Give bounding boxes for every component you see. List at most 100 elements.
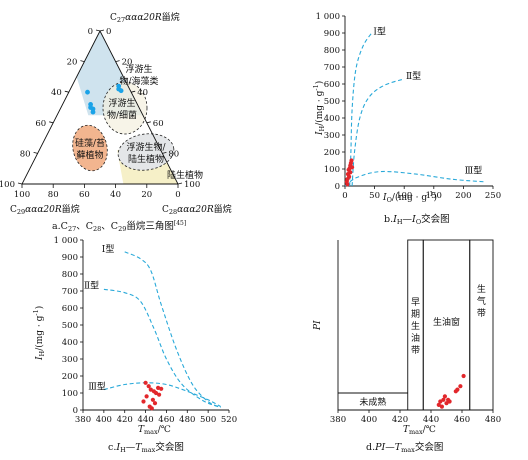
sample-point: [348, 170, 353, 175]
y-tick-label: 700: [62, 287, 78, 297]
tick-label: 60: [35, 119, 46, 129]
region-label: 陆生植物: [167, 169, 203, 181]
zone-label-oil-window: 生油窗: [433, 316, 460, 328]
curve-label-type3: Ⅲ型: [465, 165, 483, 176]
tick-mark: [131, 90, 136, 93]
region-label: 藓植物: [76, 149, 103, 161]
y-tick-label: 800: [62, 270, 78, 280]
x-tick-label: 250: [485, 191, 501, 201]
sample-point: [347, 174, 352, 179]
tick-mark: [146, 121, 151, 124]
tick-mark: [95, 29, 101, 32]
curve-label-type3: Ⅲ型: [88, 382, 106, 393]
y-tick-label: 900: [324, 29, 340, 39]
region-label: 物/细菌: [107, 109, 137, 121]
tick-mark: [33, 152, 38, 154]
sample-point: [436, 402, 441, 407]
x-tick-label: 520: [221, 415, 237, 425]
data-points: [141, 380, 164, 411]
tick-mark: [177, 182, 183, 185]
zone-label-immature: 未成熟: [359, 396, 386, 408]
zone-char: 早: [411, 297, 420, 308]
x-tick-label: 480: [485, 415, 501, 425]
x-tick-label: 380: [330, 415, 346, 425]
y-tick-label: 100: [62, 389, 78, 399]
y-tick-label: 300: [62, 355, 78, 365]
sample-point: [150, 397, 155, 402]
tick-label: 100: [14, 190, 30, 200]
x-tick-label: 380: [75, 415, 91, 425]
tick-label: 60: [79, 190, 90, 200]
tick-label: 80: [168, 149, 179, 159]
sample-point: [446, 397, 451, 402]
y-tick-label: 700: [324, 63, 340, 73]
y-tick-label: 400: [324, 114, 340, 124]
sample-point: [144, 394, 149, 399]
sample-point: [461, 373, 466, 379]
region-label: 硅藻/苔: [75, 137, 105, 149]
sample-point: [141, 399, 146, 404]
ih-tmax-panel: 380 400 420 440 460 480 500 520 0 100 200 300 400 500…: [32, 236, 237, 454]
tick-label: 40: [110, 190, 121, 200]
tick-label: 0: [106, 27, 111, 37]
kerogen-curve: [103, 288, 221, 408]
x-axis-label: Tmax/℃: [403, 425, 436, 436]
axes: [344, 16, 493, 187]
caption-b: b.IH—IO交会图: [384, 213, 450, 226]
sample-point: [90, 109, 96, 115]
x-tick-label: 150: [426, 191, 442, 201]
sample-point: [439, 404, 444, 409]
tick-mark: [64, 90, 69, 93]
axis-ticks: 0 50 100 150 200 250 0 100 200 300 400 500 600 700 800…: [316, 12, 501, 201]
zone-label-gas: 生 气 带: [477, 283, 486, 319]
kerogen-curve: [124, 251, 221, 408]
x-tick-label: 440: [137, 415, 153, 425]
y-tick-label: 1 000: [316, 12, 340, 22]
ternary-ticks: 0 100 0 20 80 20 40 60 40 60 40 60 80 20 80 100 0 100: [0, 27, 200, 200]
caption-d: d.PI—Tmax交会图: [366, 441, 443, 454]
y-tick-label: 500: [324, 97, 340, 107]
y-tick-label: 600: [324, 80, 340, 90]
zone-label-early-oil: 早 期 生 油 带: [411, 297, 420, 356]
y-tick-label: 200: [62, 372, 78, 382]
kerogen-curve: [344, 170, 485, 187]
region-diatom-bryophyte: [72, 124, 108, 172]
caption-c: c.IH—Tmax交会图: [108, 441, 184, 454]
tick-mark: [17, 182, 23, 185]
x-tick-label: 460: [158, 415, 174, 425]
y-tick-label: 300: [324, 131, 340, 141]
zone-char: 带: [477, 308, 486, 319]
tick-label: 20: [141, 190, 152, 200]
zone-char: 期: [411, 309, 420, 320]
region-label: 浮游生: [108, 97, 135, 109]
tick-label: 20: [122, 58, 133, 68]
tick-mark: [49, 121, 54, 124]
y-tick-label: 200: [324, 148, 340, 158]
x-tick-label: 420: [392, 415, 408, 425]
sample-point: [442, 394, 447, 399]
y-tick-label: 800: [324, 46, 340, 56]
tick-label: 40: [137, 88, 148, 98]
tick-mark: [162, 152, 167, 154]
x-tick-label: 500: [200, 415, 216, 425]
x-tick-label: 400: [361, 415, 377, 425]
sample-point: [444, 401, 449, 406]
caption-a: a.C27、C28、C29甾烷三角图[45]: [52, 220, 186, 233]
sample-point: [118, 88, 124, 94]
sample-point: [441, 397, 446, 402]
tick-label: 20: [67, 58, 78, 68]
region-plankton-bacteria: [102, 81, 148, 135]
tick-label: 80: [48, 190, 59, 200]
zone-char: 生: [411, 320, 420, 332]
y-axis-label: IH/(mg · g-1): [312, 81, 326, 136]
y-tick-label: 0: [335, 182, 340, 192]
sample-point: [148, 387, 153, 392]
tick-mark: [115, 60, 120, 62]
region-label: 浮游生: [125, 63, 152, 75]
y-tick-label: 0: [73, 406, 78, 416]
kerogen-curves: [344, 32, 485, 187]
kerogen-curve: [103, 382, 221, 408]
x-tick-label: 480: [179, 415, 195, 425]
tick-label: 0: [175, 190, 180, 200]
